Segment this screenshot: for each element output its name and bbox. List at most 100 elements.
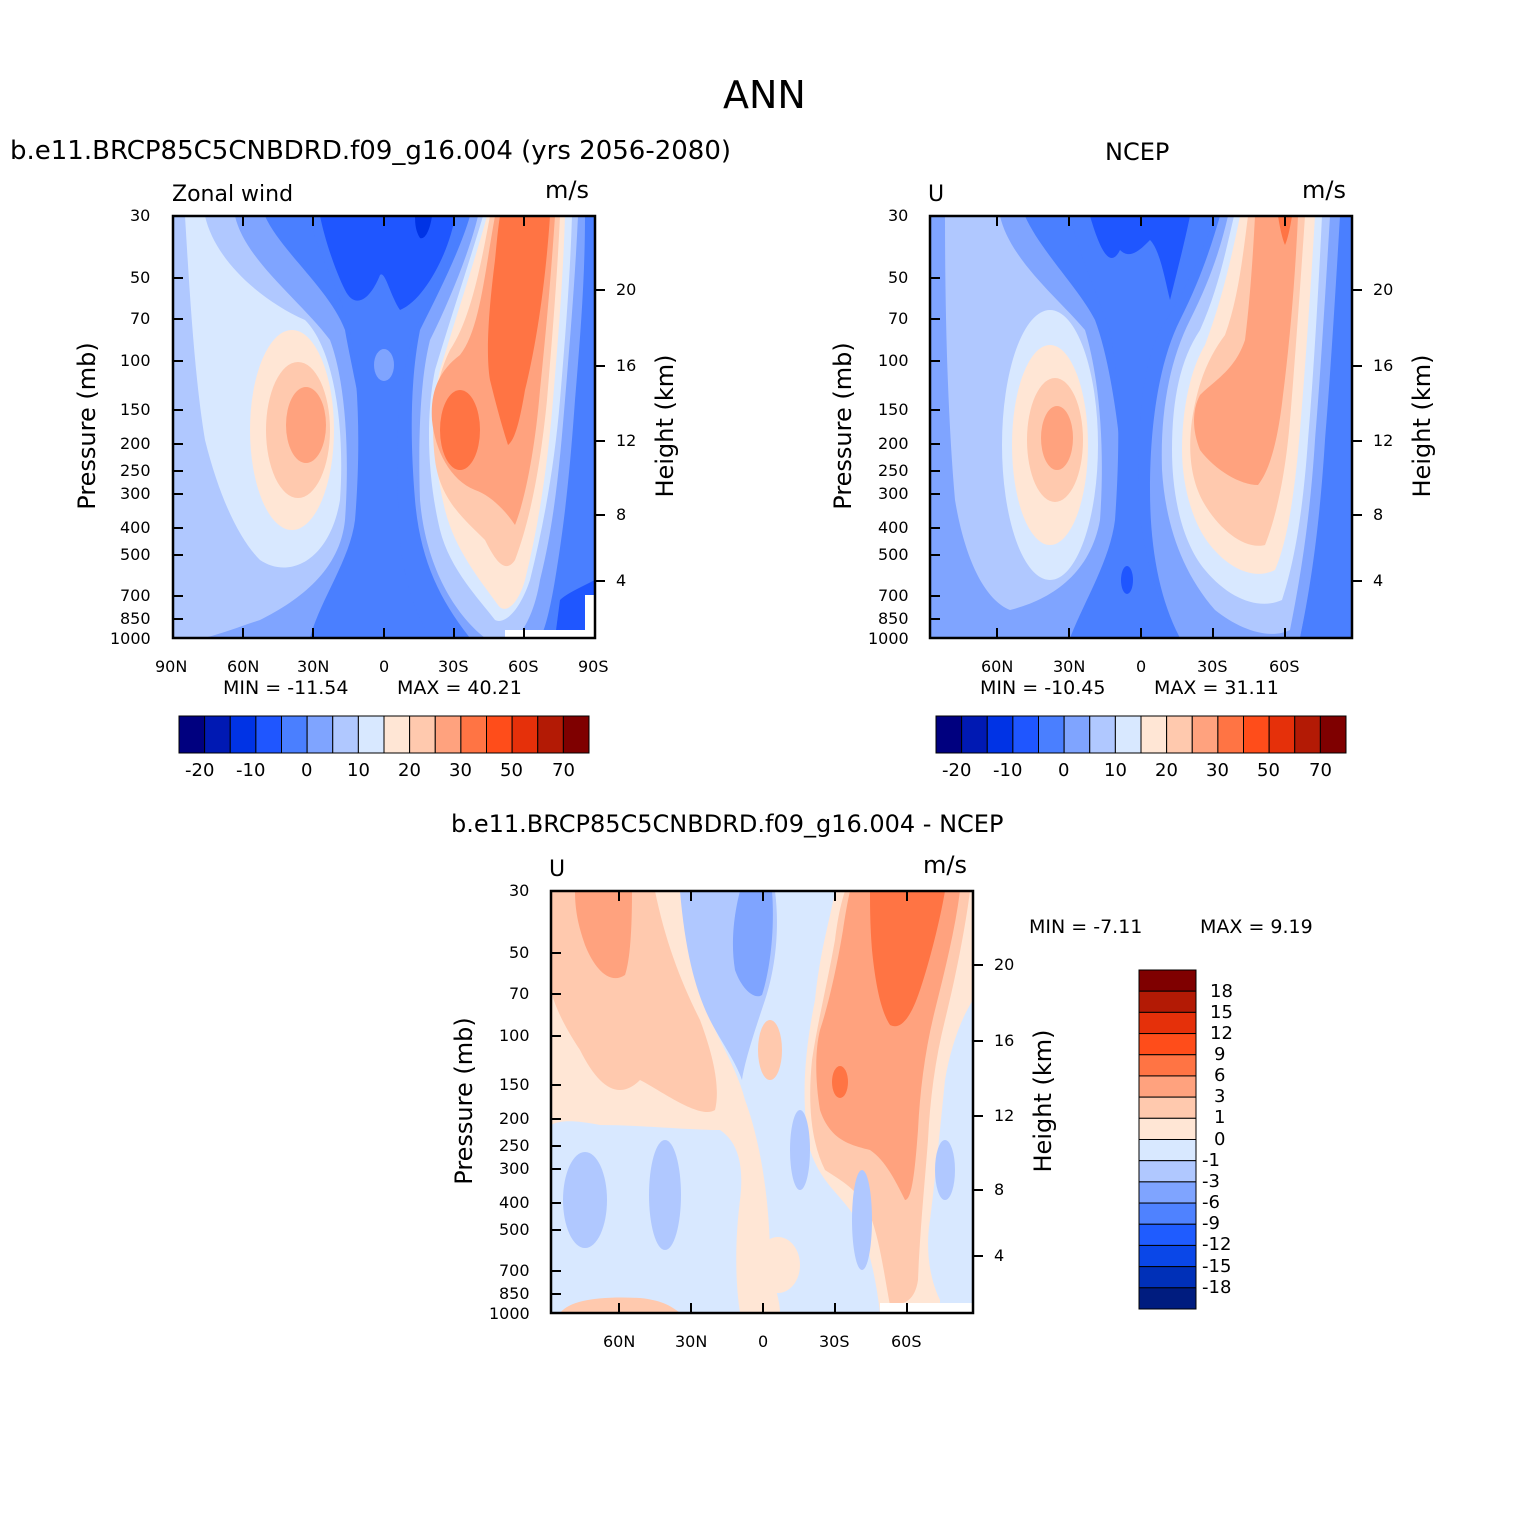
p3-y2tick-4: 4 [994, 1246, 1005, 1265]
p1-ytick-12: 1000 [110, 629, 151, 648]
cb1-swatch [460, 715, 487, 754]
p1-y2tick-1: 16 [616, 356, 637, 375]
p1-ytick-3: 100 [120, 351, 151, 370]
p2-ytick-0: 30 [888, 206, 909, 225]
p3-nh-blob2 [758, 1020, 782, 1080]
p2-xtick-1: 30N [1053, 657, 1086, 676]
p2-xtick-4: 60S [1269, 657, 1300, 676]
p2-ylabel: Pressure (mb) [829, 342, 857, 510]
cb2-swatch [1140, 715, 1168, 754]
p1-min: MIN = -11.54 [223, 677, 349, 699]
panel1-title: b.e11.BRCP85C5CNBDRD.f09_g16.004 (yrs 20… [10, 136, 732, 166]
panel3-title: b.e11.BRCP85C5CNBDRD.f09_g16.004 - NCEP [451, 810, 1004, 838]
p3-blue3 [790, 1110, 810, 1190]
p3-nh-3 [575, 891, 632, 979]
p1-xtick-5: 60S [508, 657, 539, 676]
p2-ytick-12: 1000 [868, 629, 909, 648]
p3-xtick-3: 30S [819, 1332, 850, 1351]
p1-xtick-3: 0 [379, 657, 390, 676]
p3-xtick-2: 0 [758, 1332, 769, 1351]
p1-cb-label-0: -20 [185, 760, 215, 781]
p3-ytick-10: 700 [499, 1261, 530, 1280]
p1-y2tick-4: 4 [616, 571, 627, 590]
panel3-right-label: m/s [923, 851, 967, 879]
p1-y2tick-0: 20 [616, 280, 637, 299]
p1-cb-label-1: -10 [236, 760, 266, 781]
p2-cb-label-1: -10 [993, 760, 1023, 781]
cb3-swatch [1138, 1223, 1197, 1246]
p3-cb-label-8: -1 [1202, 1150, 1220, 1171]
p3-blue2 [649, 1140, 681, 1250]
p2-ticks [930, 215, 1362, 639]
p2-cb-label-2: 0 [1058, 760, 1070, 781]
p2-min: MIN = -10.45 [980, 677, 1106, 699]
p3-cb-label-7: 0 [1214, 1129, 1226, 1150]
p1-sh-c4b [440, 390, 480, 470]
cb2-swatch [1038, 715, 1065, 754]
p1-ytick-0: 30 [130, 206, 151, 225]
p1-ytick-2: 70 [130, 309, 151, 328]
p1-y2tick-3: 8 [616, 505, 627, 524]
p1-xtick-4: 30S [438, 657, 469, 676]
p2-y2label: Height (km) [1408, 354, 1436, 498]
cb3-swatch [1138, 1054, 1197, 1077]
panel1-left-label: Zonal wind [172, 182, 294, 207]
cb2-swatch [1089, 715, 1116, 754]
p3-y2tick-1: 16 [994, 1031, 1015, 1050]
p3-cb-label-3: 9 [1214, 1044, 1226, 1065]
p1-sh-c4 [487, 216, 550, 445]
cb3-swatch [1138, 1117, 1197, 1140]
p1-ytick-10: 700 [120, 586, 151, 605]
p3-cb-label-6: 1 [1214, 1107, 1226, 1128]
p1-ytick-1: 50 [130, 268, 151, 287]
p3-mid-2 [732, 891, 773, 997]
p2-ytick-2: 70 [888, 309, 909, 328]
p3-blue1 [563, 1152, 607, 1248]
p1-cb-label-3: 10 [347, 760, 370, 781]
p2-y2tick-3: 8 [1373, 505, 1384, 524]
cb2-swatch [961, 715, 988, 754]
cb1-swatch [409, 715, 436, 754]
p1-ytick-4: 150 [120, 400, 151, 419]
p2-ytick-1: 50 [888, 268, 909, 287]
p1-ytick-9: 500 [120, 545, 151, 564]
p1-max: MAX = 40.21 [397, 677, 522, 699]
p3-xtick-1: 30N [675, 1332, 708, 1351]
p1-xtick-1: 60N [227, 657, 260, 676]
cb3-swatch [1138, 990, 1197, 1013]
p3-y2tick-2: 12 [994, 1106, 1015, 1125]
p3-ytick-7: 300 [499, 1159, 530, 1178]
p3-cb-label-4: 6 [1214, 1065, 1226, 1086]
p2-trop3 [1121, 566, 1133, 594]
p3-y2tick-3: 8 [994, 1180, 1005, 1199]
p3-sh-4 [870, 891, 945, 1027]
p1-ground2 [505, 630, 595, 638]
cb2-swatch [1243, 715, 1270, 754]
p2-cb-label-0: -20 [942, 760, 972, 781]
p2-sh-pole [1300, 555, 1352, 638]
p2-cb-label-6: 50 [1257, 760, 1280, 781]
p1-xtick-6: 90S [578, 657, 609, 676]
p2-y2tick-4: 4 [1373, 571, 1384, 590]
p1-ground [585, 595, 595, 638]
p2-cb-label-5: 30 [1206, 760, 1229, 781]
p2-cb-label-4: 20 [1155, 760, 1178, 781]
p3-cb-label-5: 3 [1214, 1086, 1226, 1107]
p2-max: MAX = 31.11 [1154, 677, 1279, 699]
cb3-swatch [1138, 1096, 1197, 1119]
p2-sh-6 [1194, 216, 1298, 485]
p3-ytick-5: 200 [499, 1109, 530, 1128]
p3-cb-label-1: 15 [1210, 1002, 1233, 1023]
panel1-right-label: m/s [545, 176, 589, 204]
p1-cb-label-7: 70 [552, 760, 575, 781]
cb3-swatch [1138, 1244, 1197, 1268]
p3-cb-label-11: -9 [1202, 1213, 1220, 1234]
p2-y2tick-1: 16 [1373, 356, 1394, 375]
cb1-swatch [562, 715, 590, 754]
cb3-swatch [1138, 1202, 1197, 1225]
p1-cb-label-5: 30 [449, 760, 472, 781]
p2-nh-6 [1041, 406, 1073, 470]
page-title: ANN [723, 73, 806, 117]
p3-ytick-11: 850 [499, 1284, 530, 1303]
